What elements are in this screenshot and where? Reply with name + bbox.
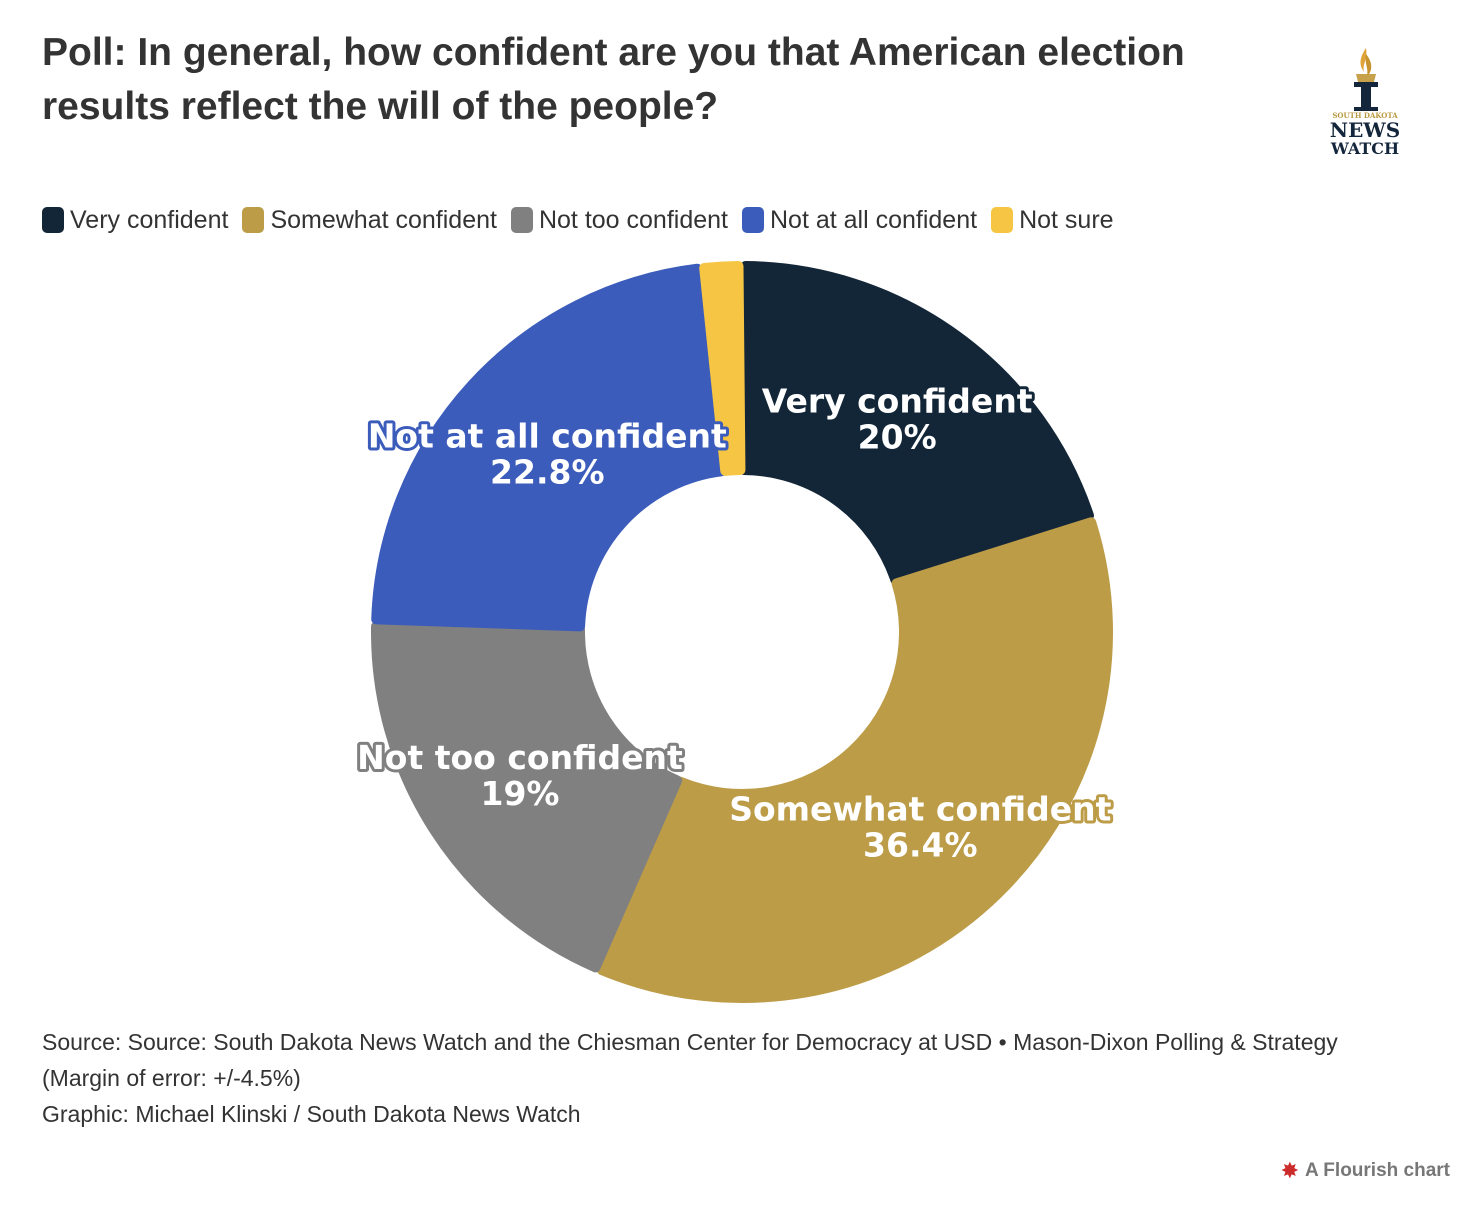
legend-item[interactable]: Not sure: [991, 205, 1114, 235]
legend-label: Not too confident: [538, 205, 728, 234]
legend-swatch: [242, 207, 265, 233]
slice-category-label: Not at all confident: [368, 417, 727, 456]
legend-label: Somewhat confident: [270, 205, 497, 234]
legend-swatch: [741, 207, 764, 233]
legend-item[interactable]: Not at all confident: [741, 205, 978, 235]
logo-line-2: WATCH: [1330, 139, 1399, 158]
legend-swatch: [510, 207, 533, 233]
donut-slice[interactable]: [738, 261, 1094, 586]
news-watch-logo[interactable]: SOUTH DAKOTA NEWS WATCH: [1318, 44, 1414, 160]
chart-footer: Source: Source: South Dakota News Watch …: [42, 1024, 1402, 1132]
donut-slice[interactable]: [371, 263, 728, 632]
legend-label: Not at all confident: [769, 205, 978, 234]
slice-value-label: 22.8%: [490, 453, 605, 492]
logo-top-text: SOUTH DAKOTA: [1332, 111, 1398, 120]
slice-category-label: Somewhat confident: [729, 790, 1111, 829]
slice-category-label: Not too confident: [357, 738, 683, 777]
slice-value-label: 19%: [480, 774, 559, 813]
graphic-credit: Graphic: Michael Klinski / South Dakota …: [42, 1101, 581, 1127]
chart-legend: Very confident Somewhat confident Not too …: [42, 200, 1342, 240]
slice-value-label: 20%: [858, 417, 937, 456]
legend-swatch: [42, 207, 64, 233]
chart-title: Poll: In general, how confident are you …: [42, 31, 1185, 128]
legend-item[interactable]: Not too confident: [510, 205, 728, 235]
donut-slice[interactable]: [371, 621, 683, 973]
legend-label: Not sure: [1019, 205, 1114, 234]
legend-label: Very confident: [70, 205, 229, 234]
slice-value-label: 36.4%: [863, 826, 978, 865]
logo-line-1: NEWS: [1330, 118, 1400, 142]
source-note: Source: Source: South Dakota News Watch …: [42, 1029, 1338, 1091]
legend-swatch: [991, 207, 1014, 233]
torch-icon: [1354, 48, 1378, 111]
flourish-credit[interactable]: ✸ A Flourish chart: [1281, 1158, 1450, 1184]
flourish-credit-text: A Flourish chart: [1305, 1160, 1450, 1181]
donut-slice[interactable]: [699, 261, 746, 476]
flourish-logo-icon: ✸: [1280, 1158, 1300, 1183]
legend-item[interactable]: Very confident: [42, 206, 228, 235]
legend-item[interactable]: Somewhat confident: [242, 206, 497, 235]
slice-category-label: Very confident: [762, 381, 1033, 420]
donut-slice[interactable]: [596, 517, 1113, 1003]
